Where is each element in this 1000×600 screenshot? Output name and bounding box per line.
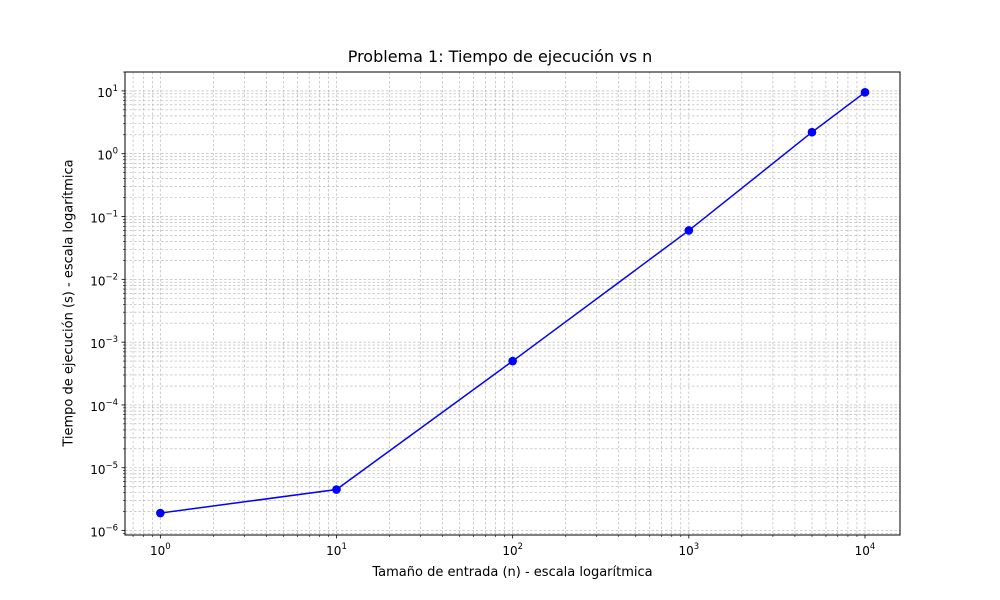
- y-tick-label: 100: [97, 147, 118, 163]
- x-tick-label: 102: [502, 542, 523, 558]
- data-point: [508, 356, 517, 366]
- data-point: [807, 127, 817, 137]
- major-grid: [125, 72, 900, 535]
- x-tick-label: 100: [150, 542, 171, 558]
- data-point: [332, 485, 341, 494]
- chart-title: Problema 1: Tiempo de ejecución vs n: [347, 47, 653, 66]
- series-layer: [156, 88, 870, 518]
- y-tick-label: 10−1: [90, 210, 118, 226]
- data-point: [156, 508, 165, 518]
- y-tick-label: 10−2: [90, 272, 118, 288]
- data-point: [684, 226, 694, 235]
- y-tick-label: 10−4: [90, 398, 118, 414]
- x-axis-label: Tamaño de entrada (n) - escala logarítmi…: [372, 565, 653, 580]
- data-point: [860, 88, 870, 97]
- axis-ticks: 100 101 102 103 104 10−6 10−5 10−4 10−3 10−2 10−1 1…: [90, 71, 876, 558]
- y-tick-label: 10−3: [90, 335, 118, 351]
- y-tick-label: 101: [97, 84, 118, 100]
- plot-frame: [124, 71, 901, 536]
- y-tick-label: 10−6: [90, 524, 118, 540]
- x-tick-label: 101: [326, 542, 347, 558]
- series-line: [160, 91, 866, 514]
- x-tick-label: 104: [855, 542, 876, 558]
- y-tick-label: 10−5: [90, 461, 118, 477]
- y-axis-label: Tiempo de ejecución (s) - escala logarít…: [61, 159, 77, 447]
- x-tick-label: 103: [678, 542, 699, 558]
